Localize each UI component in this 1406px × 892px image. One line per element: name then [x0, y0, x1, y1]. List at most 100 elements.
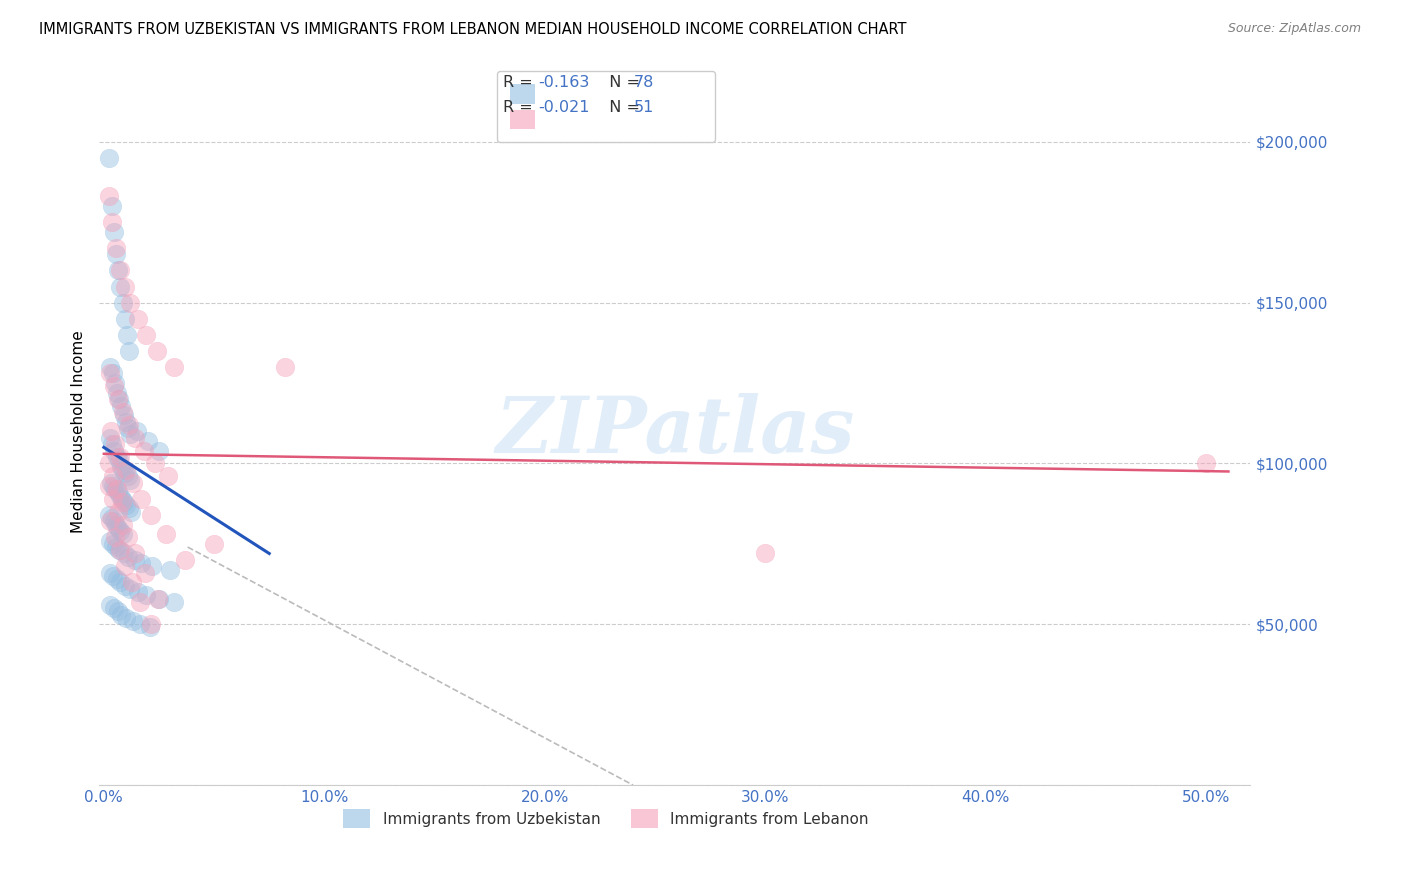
Point — [127, 585, 149, 599]
Point — [145, 343, 167, 358]
Point — [1195, 457, 1218, 471]
Point — [100, 533, 122, 548]
Point — [120, 582, 142, 596]
Point — [101, 215, 124, 229]
Point — [112, 495, 135, 509]
Point — [97, 457, 120, 471]
Point — [98, 151, 121, 165]
Point — [108, 543, 131, 558]
Point — [105, 450, 128, 464]
Point — [108, 453, 131, 467]
Point — [97, 189, 120, 203]
Point — [100, 199, 122, 213]
Point — [117, 501, 139, 516]
Point — [110, 263, 132, 277]
Point — [129, 491, 152, 506]
Point — [120, 427, 142, 442]
Point — [136, 434, 159, 448]
Point — [124, 431, 146, 445]
Point — [101, 437, 124, 451]
Point — [143, 457, 166, 471]
Point — [135, 588, 157, 602]
Point — [98, 431, 121, 445]
Point — [115, 498, 138, 512]
Point — [174, 553, 197, 567]
Text: -0.163: -0.163 — [538, 75, 591, 89]
Point — [115, 327, 138, 342]
Point — [98, 367, 121, 381]
Point — [101, 479, 124, 493]
Point — [754, 547, 776, 561]
Point — [112, 547, 135, 561]
Point — [104, 376, 127, 390]
Point — [135, 327, 157, 342]
Point — [163, 359, 186, 374]
Point — [131, 556, 153, 570]
Point — [111, 491, 134, 506]
Point — [98, 479, 121, 493]
Point — [115, 611, 138, 625]
Point — [104, 482, 127, 496]
Point — [101, 569, 124, 583]
Point — [273, 359, 295, 374]
Point — [114, 559, 136, 574]
Point — [129, 617, 152, 632]
Text: 78: 78 — [634, 75, 654, 89]
Point — [155, 527, 177, 541]
Point — [124, 553, 146, 567]
Point — [202, 537, 225, 551]
Point — [111, 495, 134, 509]
Point — [100, 424, 122, 438]
Point — [110, 450, 132, 464]
Point — [111, 295, 134, 310]
Point — [114, 466, 136, 480]
Point — [101, 537, 124, 551]
Point — [124, 547, 146, 561]
Point — [103, 601, 125, 615]
Point — [112, 463, 135, 477]
Point — [115, 415, 138, 429]
Point — [111, 517, 134, 532]
Point — [100, 359, 122, 374]
Point — [103, 379, 125, 393]
Point — [112, 405, 135, 419]
Point — [110, 279, 132, 293]
Point — [118, 343, 141, 358]
Point — [132, 443, 155, 458]
Point — [104, 437, 127, 451]
Point — [156, 469, 179, 483]
Text: 51: 51 — [634, 100, 654, 114]
Legend: Immigrants from Uzbekistan, Immigrants from Lebanon: Immigrants from Uzbekistan, Immigrants f… — [336, 803, 875, 834]
Point — [117, 530, 139, 544]
Point — [120, 295, 142, 310]
Point — [98, 508, 121, 522]
Text: R =: R = — [503, 100, 538, 114]
Point — [105, 385, 128, 400]
Point — [121, 614, 143, 628]
Point — [104, 241, 127, 255]
Point — [108, 543, 131, 558]
Point — [100, 475, 122, 490]
Point — [107, 263, 129, 277]
Point — [121, 575, 143, 590]
Point — [101, 469, 124, 483]
Text: ZIPatlas: ZIPatlas — [495, 393, 855, 469]
Text: IMMIGRANTS FROM UZBEKISTAN VS IMMIGRANTS FROM LEBANON MEDIAN HOUSEHOLD INCOME CO: IMMIGRANTS FROM UZBEKISTAN VS IMMIGRANTS… — [39, 22, 907, 37]
Point — [121, 475, 143, 490]
Point — [110, 459, 132, 474]
Point — [104, 530, 127, 544]
Point — [117, 421, 139, 435]
Point — [139, 620, 162, 634]
Point — [114, 579, 136, 593]
Point — [110, 575, 132, 590]
Point — [117, 417, 139, 432]
Point — [114, 279, 136, 293]
Point — [120, 505, 142, 519]
Point — [108, 392, 131, 406]
Point — [110, 524, 132, 538]
Point — [117, 549, 139, 564]
Point — [141, 508, 163, 522]
Text: N =: N = — [599, 75, 645, 89]
Point — [117, 469, 139, 483]
Point — [125, 424, 148, 438]
